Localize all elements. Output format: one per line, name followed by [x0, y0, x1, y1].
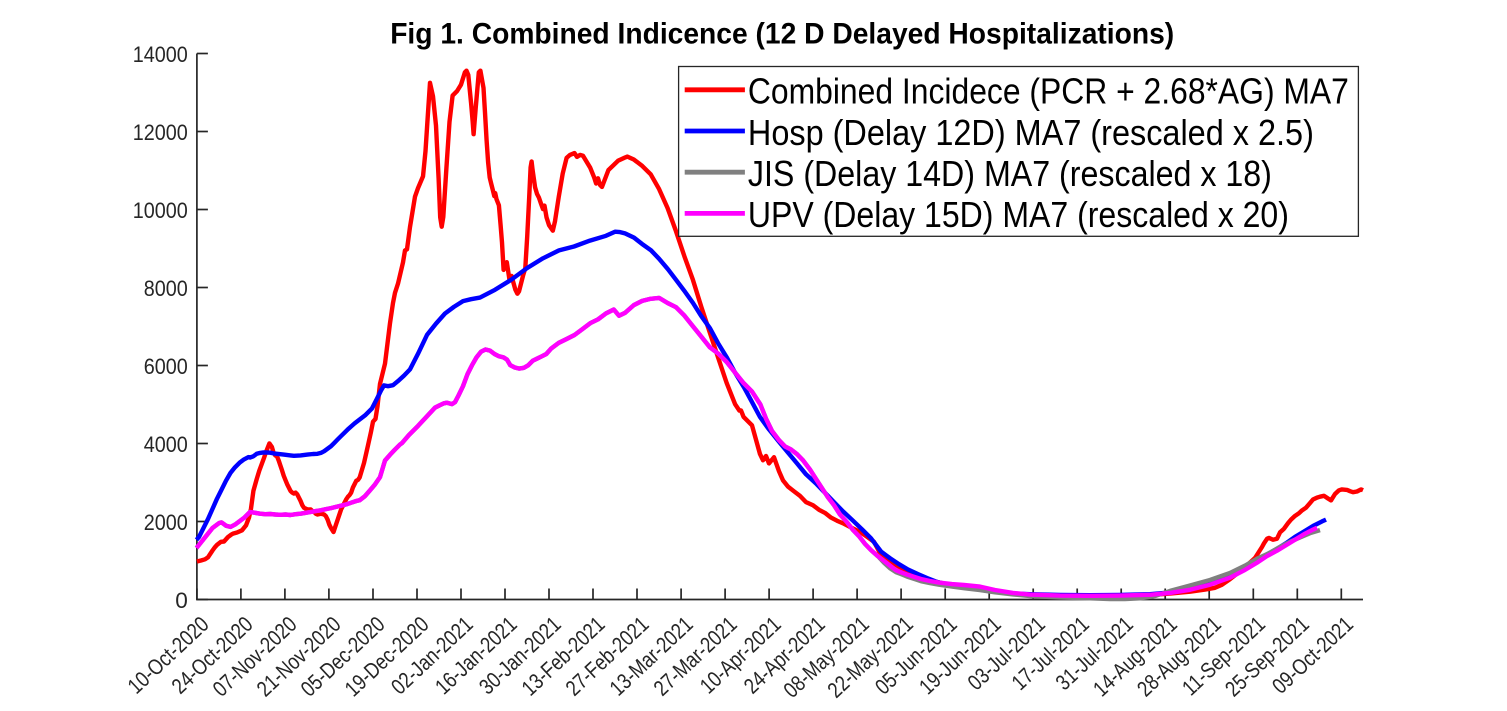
svg-text:14000: 14000	[133, 42, 188, 67]
svg-text:JIS (Delay 14D) MA7 (rescaled: JIS (Delay 14D) MA7 (rescaled x 18)	[748, 153, 1272, 194]
svg-text:Hosp (Delay 12D) MA7 (rescaled: Hosp (Delay 12D) MA7 (rescaled x 2.5)	[748, 112, 1314, 153]
svg-text:Combined Incidece (PCR + 2.68*: Combined Incidece (PCR + 2.68*AG) MA7	[748, 71, 1349, 112]
svg-text:12000: 12000	[133, 120, 188, 145]
svg-text:0: 0	[175, 588, 188, 613]
svg-text:6000: 6000	[144, 354, 188, 379]
svg-text:10000: 10000	[133, 198, 188, 223]
svg-text:UPV (Delay 15D) MA7 (rescaled: UPV (Delay 15D) MA7 (rescaled x 20)	[748, 194, 1289, 235]
svg-text:2000: 2000	[144, 510, 188, 535]
svg-text:4000: 4000	[144, 432, 188, 457]
svg-text:Fig 1. Combined Indicence (12: Fig 1. Combined Indicence (12 D Delayed …	[390, 18, 1174, 51]
svg-text:8000: 8000	[144, 276, 188, 301]
